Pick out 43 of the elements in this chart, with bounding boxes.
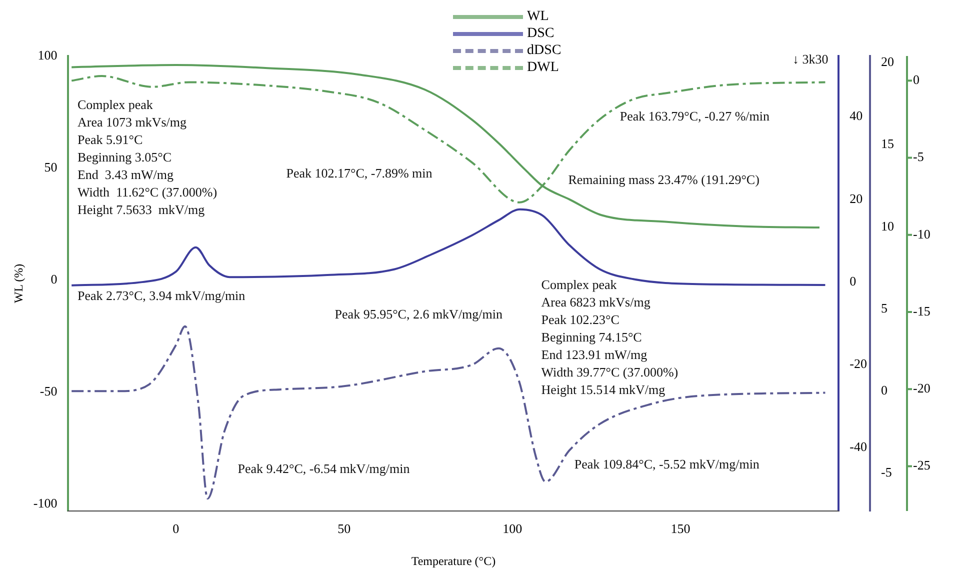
y-tick-label: -5 xyxy=(913,149,924,164)
y-tick-label: -10 xyxy=(913,226,930,242)
annotation: Peak 95.95°C, 2.6 mkV/mg/min xyxy=(334,306,503,322)
y3-tick-label: 5 xyxy=(881,300,888,316)
y3-tick-label: 10 xyxy=(881,218,894,234)
y-tick-label: 100 xyxy=(38,47,58,62)
y3-tick-label: 15 xyxy=(881,136,894,152)
annotation: Peak 102.17°C, -7.89% min xyxy=(286,165,433,180)
x-tick-label: 100 xyxy=(502,521,522,536)
y-tick-label: 50 xyxy=(44,159,58,174)
annotation: ↓ 3k30 xyxy=(792,52,828,67)
x-tick-label: 50 xyxy=(338,521,351,536)
y-tick-label: 0 xyxy=(50,272,58,287)
y3-tick-label: -5 xyxy=(881,464,892,480)
y3-tick-label: 20 xyxy=(881,54,894,69)
y2-tick-label: -20 xyxy=(850,356,868,372)
annotation: Remaining mass 23.47% (191.29°C) xyxy=(568,172,760,188)
y-tick-label: -15 xyxy=(913,303,930,318)
y-tick-label: -50 xyxy=(40,384,58,399)
line-series xyxy=(70,325,826,500)
y2-tick-label: -40 xyxy=(850,438,868,454)
annotation: Peak 9.42°C, -6.54 mkV/mg/min xyxy=(238,461,410,476)
annotation: Complex peak Area 6823 mkVs/mg Peak 102.23°C Beginning 74.15°C End 123.91 mW/mg Width 39.77°C (37.000%) Height 15.514 mkV/mg xyxy=(541,276,678,397)
x-tick-label: 150 xyxy=(670,521,690,536)
legend-label: WL xyxy=(527,8,549,25)
annotation: Peak 2.73°C, 3.94 mkV/mg/min xyxy=(77,288,246,304)
y-axis-title: WL (%) xyxy=(11,264,26,304)
y-tick-label: 0 xyxy=(913,72,920,88)
y-tick-label: -100 xyxy=(33,496,58,511)
annotation: Complex peak Area 1073 mkVs/mg Peak 5.91°C Beginning 3.05°C End 3.43 mW/mg Width 11.62°C (37.000%) Height 7.5633 mkV/mg xyxy=(77,97,218,218)
y2-tick-label: 20 xyxy=(850,190,863,206)
legend-label: DSC xyxy=(527,25,554,42)
annotation: Peak 163.79°C, -0.27 %/min xyxy=(620,108,770,124)
y3-tick-label: 0 xyxy=(881,382,888,398)
x-tick-label: 0 xyxy=(172,521,180,536)
y2-tick-label: 40 xyxy=(850,108,863,124)
x-axis-title: Temperature (°C) xyxy=(411,554,496,568)
y-tick-label: -20 xyxy=(913,380,930,396)
legend-label: dDSC xyxy=(527,42,562,59)
annotation: Peak 109.84°C, -5.52 mkV/mg/min xyxy=(574,456,760,472)
y2-tick-label: 0 xyxy=(850,273,856,288)
text: DWL xyxy=(527,59,559,76)
y-tick-label: -25 xyxy=(913,458,930,473)
